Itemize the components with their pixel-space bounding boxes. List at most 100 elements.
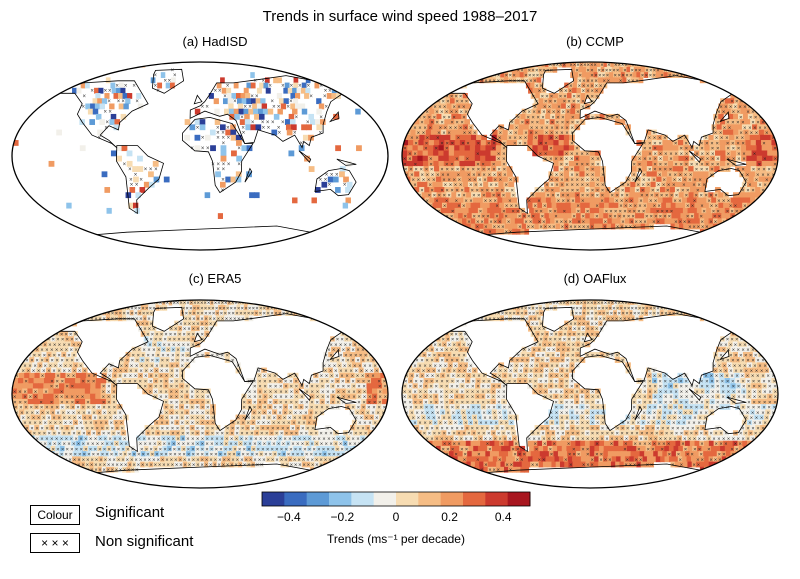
svg-text:×: × — [498, 219, 501, 225]
svg-text:×: × — [149, 384, 152, 390]
svg-text:×: × — [569, 219, 572, 225]
svg-text:×: × — [492, 146, 495, 152]
svg-text:×: × — [151, 332, 154, 338]
svg-text:×: × — [649, 198, 652, 204]
svg-text:×: × — [168, 78, 172, 84]
svg-text:×: × — [107, 99, 111, 105]
svg-text:×: × — [378, 379, 381, 385]
svg-text:×: × — [487, 63, 490, 69]
svg-text:×: × — [142, 332, 145, 338]
svg-text:×: × — [749, 94, 752, 100]
svg-text:×: × — [426, 172, 429, 178]
svg-text:×: × — [237, 306, 240, 312]
svg-text:×: × — [76, 400, 79, 406]
svg-text:×: × — [565, 157, 568, 163]
svg-text:×: × — [192, 322, 195, 328]
svg-text:×: × — [763, 125, 766, 131]
svg-text:×: × — [719, 73, 722, 79]
svg-text:×: × — [729, 104, 732, 110]
svg-text:×: × — [654, 151, 657, 157]
svg-text:×: × — [113, 379, 116, 385]
svg-text:×: × — [565, 178, 568, 184]
svg-text:×: × — [149, 374, 152, 380]
svg-text:×: × — [216, 311, 219, 317]
svg-text:×: × — [205, 104, 209, 110]
svg-text:×: × — [155, 363, 158, 369]
svg-text:×: × — [163, 306, 166, 312]
panel-c-title: (c) ERA5 — [188, 271, 242, 286]
svg-text:×: × — [181, 363, 184, 369]
svg-text:×: × — [170, 395, 173, 401]
svg-text:×: × — [121, 358, 124, 364]
svg-text:×: × — [633, 162, 636, 168]
svg-text:×: × — [609, 68, 612, 74]
svg-text:×: × — [172, 348, 175, 354]
svg-text:×: × — [572, 104, 575, 110]
svg-text:×: × — [596, 183, 599, 189]
svg-text:×: × — [476, 162, 479, 168]
svg-text:×: × — [765, 131, 768, 137]
svg-text:×: × — [488, 172, 491, 178]
svg-text:×: × — [358, 363, 361, 369]
svg-text:×: × — [259, 311, 262, 317]
colorbar-swatch — [306, 492, 330, 506]
svg-text:×: × — [81, 395, 84, 401]
svg-text:×: × — [159, 379, 162, 385]
svg-text:×: × — [342, 384, 345, 390]
svg-text:×: × — [61, 358, 64, 364]
svg-text:×: × — [223, 94, 227, 100]
svg-text:×: × — [144, 167, 148, 173]
svg-text:×: × — [360, 369, 363, 375]
svg-text:×: × — [489, 219, 492, 225]
svg-text:×: × — [737, 151, 740, 157]
svg-text:×: × — [464, 198, 467, 204]
svg-text:×: × — [13, 400, 16, 406]
svg-text:×: × — [576, 204, 579, 210]
svg-text:×: × — [325, 104, 329, 110]
svg-text:×: × — [658, 136, 661, 142]
svg-text:×: × — [586, 162, 589, 168]
svg-text:×: × — [576, 63, 579, 69]
svg-text:×: × — [500, 125, 503, 131]
svg-text:×: × — [718, 214, 721, 220]
svg-text:×: × — [746, 110, 749, 116]
svg-text:×: × — [683, 178, 686, 184]
svg-text:×: × — [595, 94, 598, 100]
svg-text:×: × — [550, 68, 553, 74]
svg-text:×: × — [502, 209, 505, 215]
svg-text:×: × — [443, 193, 446, 199]
svg-text:×: × — [641, 188, 644, 194]
svg-text:×: × — [518, 214, 521, 220]
svg-text:×: × — [751, 110, 754, 116]
svg-text:×: × — [328, 183, 332, 189]
svg-text:×: × — [552, 110, 555, 116]
svg-text:×: × — [761, 120, 764, 126]
svg-text:×: × — [132, 84, 136, 90]
svg-text:×: × — [523, 110, 526, 116]
svg-text:×: × — [596, 162, 599, 168]
svg-text:×: × — [581, 183, 584, 189]
svg-text:×: × — [331, 316, 334, 322]
svg-text:×: × — [240, 115, 244, 121]
svg-text:×: × — [65, 332, 68, 338]
svg-text:×: × — [742, 151, 745, 157]
svg-text:×: × — [487, 141, 490, 147]
svg-text:×: × — [34, 389, 37, 395]
svg-text:×: × — [755, 178, 758, 184]
svg-text:×: × — [60, 400, 63, 406]
svg-text:×: × — [311, 389, 314, 395]
svg-text:×: × — [412, 178, 415, 184]
svg-text:×: × — [320, 301, 323, 307]
svg-text:×: × — [319, 178, 323, 184]
colorbar-tick-label: −0.4 — [276, 510, 301, 524]
svg-text:×: × — [556, 115, 559, 121]
svg-text:×: × — [459, 225, 462, 231]
svg-text:×: × — [366, 358, 369, 364]
svg-text:×: × — [714, 115, 717, 121]
svg-text:×: × — [732, 162, 735, 168]
svg-text:×: × — [591, 178, 594, 184]
svg-text:×: × — [726, 162, 729, 168]
svg-text:×: × — [497, 63, 500, 69]
svg-text:×: × — [180, 379, 183, 385]
svg-text:×: × — [364, 353, 367, 359]
